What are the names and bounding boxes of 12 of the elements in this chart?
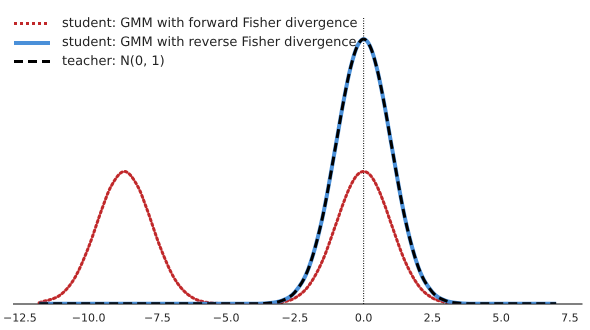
x-tick-label: −5.0 (212, 311, 240, 324)
x-tick-label: 5.0 (492, 311, 510, 324)
legend-label: teacher: N(0, 1) (62, 54, 165, 69)
x-tick-label: 2.5 (424, 311, 442, 324)
legend-label: student: GMM with forward Fisher divergence (62, 16, 358, 31)
x-tick-label: 0.0 (354, 311, 372, 324)
x-tick-label: −10.0 (72, 311, 106, 324)
x-tick-label: 7.5 (561, 311, 579, 324)
x-tick-label: −7.5 (144, 311, 171, 324)
x-tick-label: −12.5 (3, 311, 37, 324)
legend-label: student: GMM with reverse Fisher divergence (62, 35, 356, 50)
x-tick-label: −2.5 (282, 311, 308, 324)
